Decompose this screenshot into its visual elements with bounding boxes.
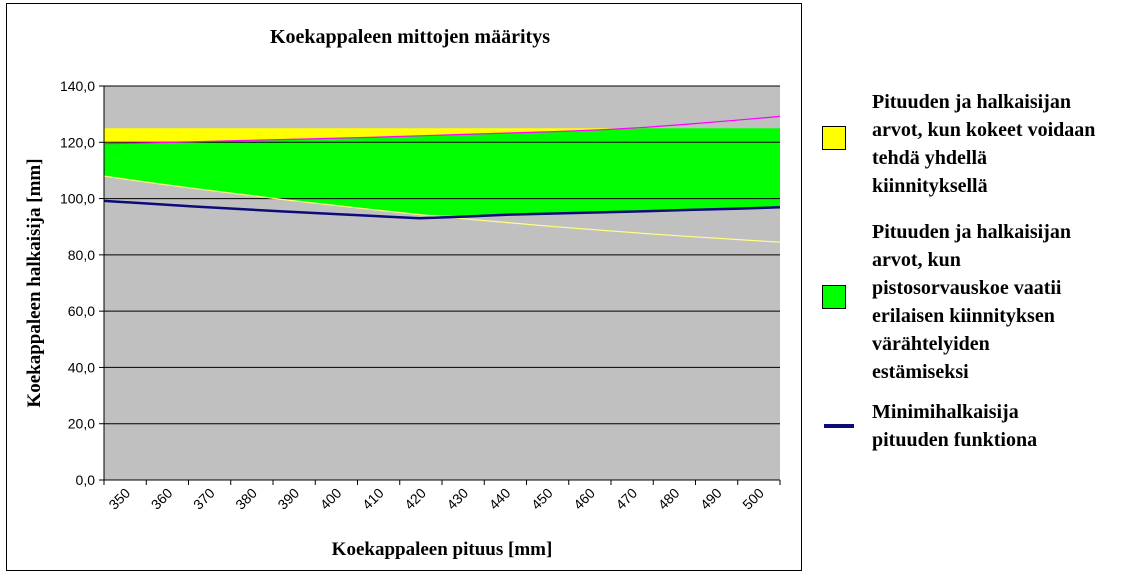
x-tick-label: 500 — [739, 485, 767, 513]
y-axis-label: Koekappaleen halkaisija [mm] — [24, 158, 45, 407]
x-tick-label: 390 — [274, 485, 302, 513]
x-tick-label: 400 — [317, 485, 345, 513]
chart-title: Koekappaleen mittojen määritys — [270, 26, 550, 48]
x-tick-label: 360 — [148, 485, 176, 513]
x-tick-label: 440 — [486, 485, 514, 513]
x-tick-label: 410 — [359, 485, 387, 513]
legend-label-different-clamp: Pituuden ja halkaisijan arvot, kun pisto… — [872, 221, 1071, 383]
y-tick-label: 60,0 — [68, 303, 95, 319]
x-tick-label: 470 — [612, 485, 640, 513]
band-area-1 — [104, 128, 780, 216]
y-tick-label: 20,0 — [68, 416, 95, 432]
x-tick-label: 480 — [655, 485, 683, 513]
legend-label-min-diameter: Minimihalkaisija pituuden funktiona — [872, 401, 1038, 451]
y-tick-label: 40,0 — [68, 359, 95, 375]
y-tick-label: 120,0 — [60, 134, 95, 150]
y-tick-label: 140,0 — [60, 78, 95, 94]
legend-swatch-yellow — [822, 126, 846, 150]
band-area-0 — [104, 128, 780, 144]
x-tick-label: 430 — [443, 485, 471, 513]
chart-svg: 0,0 20,0 40,0 60,0 80,0 100,0 120,0 140,0 350 360… — [24, 26, 781, 560]
legend-label-single-clamp: Pituuden ja halkaisijan arvot, kun kokee… — [872, 91, 1096, 197]
legend-line-navy — [824, 424, 854, 428]
y-tick-label: 100,0 — [60, 191, 95, 207]
x-tick-label: 420 — [401, 485, 429, 513]
legend-swatch-green — [822, 285, 846, 309]
x-tick-label: 490 — [697, 485, 725, 513]
x-tick-label: 380 — [232, 485, 260, 513]
x-tick-label: 350 — [105, 485, 133, 513]
y-tick-label: 0,0 — [76, 472, 96, 488]
x-tick-label: 450 — [528, 485, 556, 513]
y-tick-label: 80,0 — [68, 247, 95, 263]
x-tick-label: 370 — [190, 485, 218, 513]
series-line-min-diameter — [103, 199, 781, 220]
boundary-line-1 — [103, 115, 781, 145]
x-tick-label: 460 — [570, 485, 598, 513]
x-axis-label: Koekappaleen pituus [mm] — [332, 539, 553, 560]
